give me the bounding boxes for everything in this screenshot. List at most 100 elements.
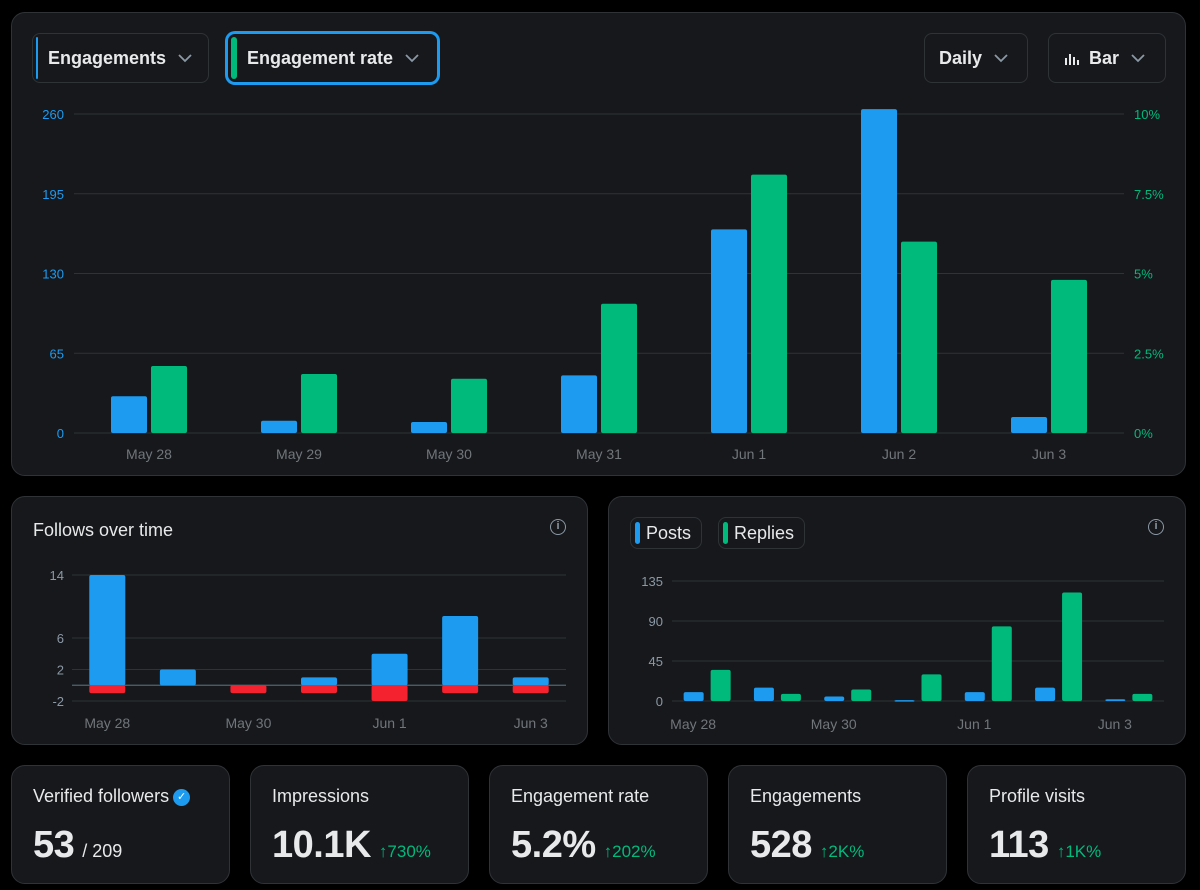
posts-bar: [1035, 687, 1056, 701]
engagement-bar-chart: 0 0% 65 2.5% 130 5% 195 7.5% 260 10% May 28 May 29 M…: [42, 107, 1164, 462]
x-tick-label: Jun 1: [372, 715, 406, 731]
stat-value-text: 53: [33, 824, 75, 866]
y-right-tick-label: 2.5%: [1134, 346, 1164, 361]
stat-card-engagement-rate[interactable]: Engagement rate 5.2% ↑202%: [489, 765, 708, 884]
interval-dropdown[interactable]: Daily: [924, 33, 1028, 83]
x-tick-label: May 28: [670, 716, 716, 732]
stat-card-verified-followers[interactable]: Verified followers ✓ 53 / 209: [11, 765, 230, 884]
follows-gained-bar: [442, 615, 479, 686]
replies-bar: [1132, 693, 1153, 701]
engagement-rate-bar: [601, 303, 637, 433]
stat-change: ↑730%: [378, 842, 431, 861]
legend-replies-label: Replies: [734, 522, 795, 543]
replies-bar: [851, 689, 872, 701]
metric-right-label: Engagement rate: [247, 47, 394, 68]
engagements-bar: [411, 421, 447, 433]
stat-label: Engagement rate: [511, 786, 650, 806]
replies-bar: [780, 693, 801, 701]
stat-card-impressions[interactable]: Impressions 10.1K ↑730%: [250, 765, 469, 884]
follows-lost-bar: [89, 685, 126, 694]
x-tick-label: May 30: [426, 446, 472, 462]
replies-bar: [921, 674, 942, 701]
engagement-rate-bar: [751, 174, 787, 434]
stat-label: Impressions: [272, 786, 370, 806]
y-right-tick-label: 7.5%: [1134, 187, 1164, 202]
engagement-rate-bar: [151, 366, 187, 433]
y-tick-label: 0: [656, 694, 663, 709]
stat-value-text: 10.1K: [272, 824, 371, 866]
y-left-tick-label: 260: [42, 107, 64, 122]
stat-card-engagements[interactable]: Engagements 528 ↑2K%: [728, 765, 947, 884]
follows-gained-bar: [512, 677, 549, 686]
legend-posts-label: Posts: [646, 522, 692, 543]
engagement-rate-bar: [901, 241, 937, 433]
info-icon[interactable]: i: [550, 519, 566, 535]
x-tick-label: Jun 3: [1098, 716, 1132, 732]
y-tick-label: 135: [641, 574, 663, 589]
stat-card-profile-visits[interactable]: Profile visits 113 ↑1K%: [967, 765, 1186, 884]
follows-lost-bar: [301, 685, 337, 694]
chart-type-label: Bar: [1089, 47, 1120, 68]
bar-chart-icon: [1065, 52, 1079, 65]
stat-label: Engagements: [750, 786, 862, 806]
x-tick-label: Jun 1: [957, 716, 991, 732]
legend-posts-chip[interactable]: Posts: [630, 517, 703, 549]
follows-gained-bar: [89, 575, 126, 686]
stat-label: Profile visits: [989, 786, 1086, 806]
follows-title: Follows over time: [33, 520, 174, 540]
y-left-tick-label: 0: [57, 426, 64, 441]
replies-bar: [991, 626, 1012, 701]
y-right-tick-label: 10%: [1134, 107, 1160, 122]
metric-left-label: Engagements: [47, 47, 166, 68]
posts-bar: [824, 696, 845, 701]
replies-bar: [710, 669, 731, 701]
verified-badge-icon: ✓: [173, 789, 191, 806]
x-tick-label: Jun 1: [732, 446, 766, 462]
chart-type-dropdown[interactable]: Bar: [1048, 33, 1166, 83]
metric-right-dropdown[interactable]: Engagement rate: [227, 33, 438, 83]
y-tick-label: 2: [57, 663, 64, 678]
follows-gained-bar: [301, 677, 337, 686]
x-tick-label: May 30: [225, 715, 271, 731]
y-right-tick-label: 0%: [1134, 426, 1153, 441]
engagements-bar: [261, 420, 297, 433]
stat-label-text: Verified followers: [33, 786, 170, 806]
y-tick-label: 45: [649, 654, 663, 669]
engagement-chart-panel: Engagements Engagement rate Daily Bar 0 0…: [11, 12, 1186, 476]
posts-bar: [683, 692, 704, 701]
engagement-rate-bar: [451, 378, 487, 433]
engagements-bar: [111, 396, 147, 433]
stat-value: 528 ↑2K%: [750, 824, 864, 867]
interval-label: Daily: [939, 47, 983, 68]
engagement-rate-bar: [1051, 279, 1087, 433]
x-tick-label: May 28: [84, 715, 130, 731]
replies-bar: [1062, 592, 1083, 701]
stat-value-text: 5.2%: [511, 824, 596, 866]
follows-gained-bar: [159, 669, 196, 686]
stat-change: ↑1K%: [1056, 842, 1102, 861]
green-series-marker: [231, 37, 237, 79]
engagements-bar: [711, 229, 747, 433]
posts-bar: [753, 687, 774, 701]
follows-gained-bar: [371, 653, 408, 686]
chevron-down-icon: [405, 53, 419, 63]
metric-left-dropdown[interactable]: Engagements: [32, 33, 209, 83]
y-right-tick-label: 5%: [1134, 267, 1153, 282]
stat-value-text: 113: [989, 824, 1049, 866]
posts-bar: [894, 700, 915, 702]
x-tick-label: Jun 3: [1032, 446, 1066, 462]
legend-replies-chip[interactable]: Replies: [718, 517, 806, 549]
y-tick-label: 14: [50, 568, 64, 583]
engagements-bar: [861, 109, 897, 433]
stat-value: 53 / 209: [33, 824, 122, 867]
stat-change: ↑202%: [603, 842, 656, 861]
stat-label: Verified followers ✓: [33, 786, 191, 807]
posts-replies-panel: Posts Replies i 0 45 90 135 May 28 May 30 Jun …: [608, 496, 1186, 745]
stat-value: 113 ↑1K%: [989, 824, 1101, 867]
follows-lost-bar: [442, 685, 479, 694]
x-tick-label: May 28: [126, 446, 172, 462]
stat-value: 5.2% ↑202%: [511, 824, 656, 867]
follows-lost-bar: [371, 685, 408, 701]
info-icon[interactable]: i: [1148, 519, 1164, 535]
y-tick-label: 90: [649, 614, 663, 629]
